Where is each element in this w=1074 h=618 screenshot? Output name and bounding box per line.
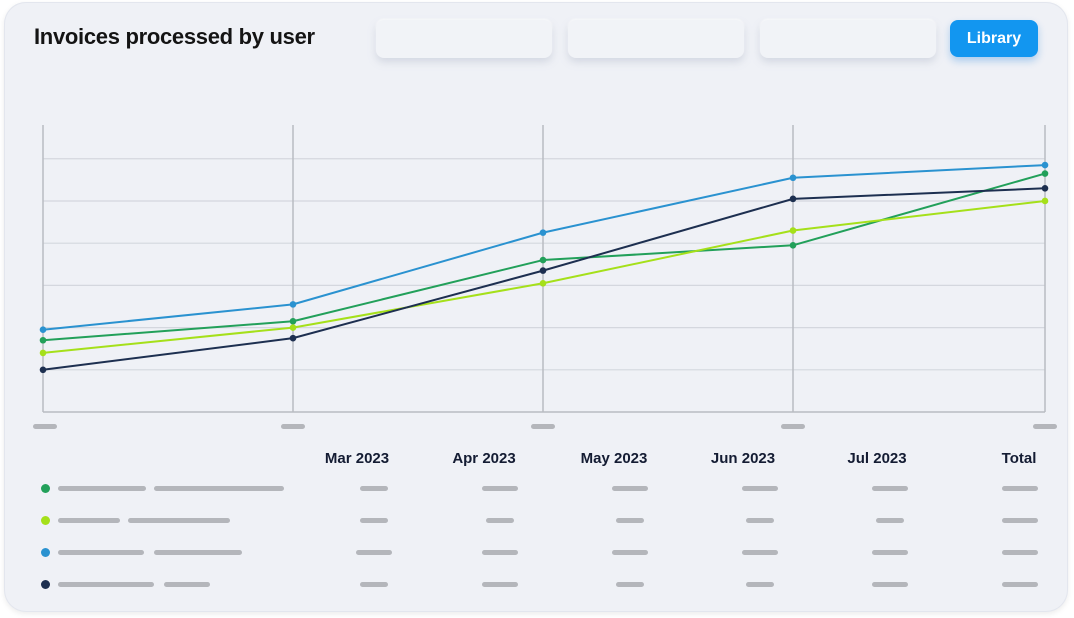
column-header-apr-2023: Apr 2023 [452,450,516,467]
row-1-cell-1 [360,485,388,491]
page-title: Invoices processed by user [34,24,315,49]
x-tick-label-4 [781,424,805,429]
series-line-3 [42,164,1046,331]
series-4-point-2 [289,334,297,342]
row-1-name-part-2 [154,485,284,491]
series-2-point-2 [289,324,297,331]
row-2-cell-5 [876,517,904,523]
row-3-cell-6 [1002,549,1038,555]
row-3-cell-4 [742,549,778,555]
series-4-point-1 [39,366,47,374]
row-1-cell-4 [742,485,778,491]
column-header-mar-2023: Mar 2023 [324,450,390,467]
column-header-jul-2023: Jul 2023 [847,450,907,467]
series-1-point-3 [539,256,547,264]
row-4-cell-4 [746,581,774,587]
row-1-name-part-1 [58,485,146,491]
report-card [4,2,1068,612]
series-2-point-5 [1041,197,1049,205]
column-header-jun-2023: Jun 2023 [710,450,776,467]
row-4-name-part-2 [164,581,210,587]
series-3-point-1 [39,326,47,333]
row-4-cell-1 [360,581,388,587]
row-2-cell-6 [1002,517,1038,523]
series-1-point-2 [289,317,297,325]
row-3-name-part-2 [154,549,242,555]
row-4-cell-2 [482,581,518,587]
row-1-cell-3 [612,485,648,491]
series-1-point-5 [1041,170,1049,177]
x-tick-label-2 [281,424,305,429]
row-1-cell-6 [1002,485,1038,491]
row-4-cell-3 [616,581,644,587]
legend-dot-1 [41,483,50,493]
series-3-point-3 [539,229,547,236]
line-chart [33,125,1057,429]
library-button[interactable]: Library [950,20,1038,57]
row-1-cell-2 [482,485,518,491]
column-header-may-2023: May 2023 [580,450,648,467]
row-2-cell-2 [486,517,514,523]
row-3-cell-2 [482,549,518,555]
filter-dropdown-2[interactable] [568,20,744,58]
row-3-cell-1 [356,549,392,555]
row-1-cell-5 [872,485,908,491]
series-4-point-3 [539,267,547,274]
row-2-cell-4 [746,517,774,523]
series-line-2 [42,199,1046,354]
row-3-cell-5 [872,549,908,555]
row-2-name-part-1 [58,517,120,523]
legend-dot-2 [41,515,50,525]
legend-dot-4 [41,579,50,589]
x-tick-label-3 [531,424,555,429]
row-2-cell-3 [616,517,644,523]
series-2-point-1 [39,349,47,357]
series-2-point-4 [789,227,797,234]
row-4-cell-6 [1002,581,1038,587]
x-tick-label-5 [1033,424,1057,429]
series-1-point-4 [789,241,797,249]
row-4-name-part-1 [58,581,154,587]
series-3-point-2 [289,301,297,308]
row-2-name-part-2 [128,517,230,523]
x-tick-label-1 [33,424,57,429]
row-3-name-part-1 [58,549,144,555]
column-header-total: Total [1001,450,1037,467]
row-3-cell-3 [612,549,648,555]
series-1-point-1 [39,336,47,344]
series-4-point-4 [789,195,797,203]
series-3-point-4 [789,174,797,182]
row-4-cell-5 [872,581,908,587]
series-4-point-5 [1041,185,1049,192]
row-2-cell-1 [360,517,388,523]
filter-dropdown-3[interactable] [760,20,936,58]
filter-dropdown-1[interactable] [376,20,552,58]
series-3-point-5 [1041,161,1049,169]
series-2-point-3 [539,279,547,287]
legend-dot-3 [41,547,50,557]
